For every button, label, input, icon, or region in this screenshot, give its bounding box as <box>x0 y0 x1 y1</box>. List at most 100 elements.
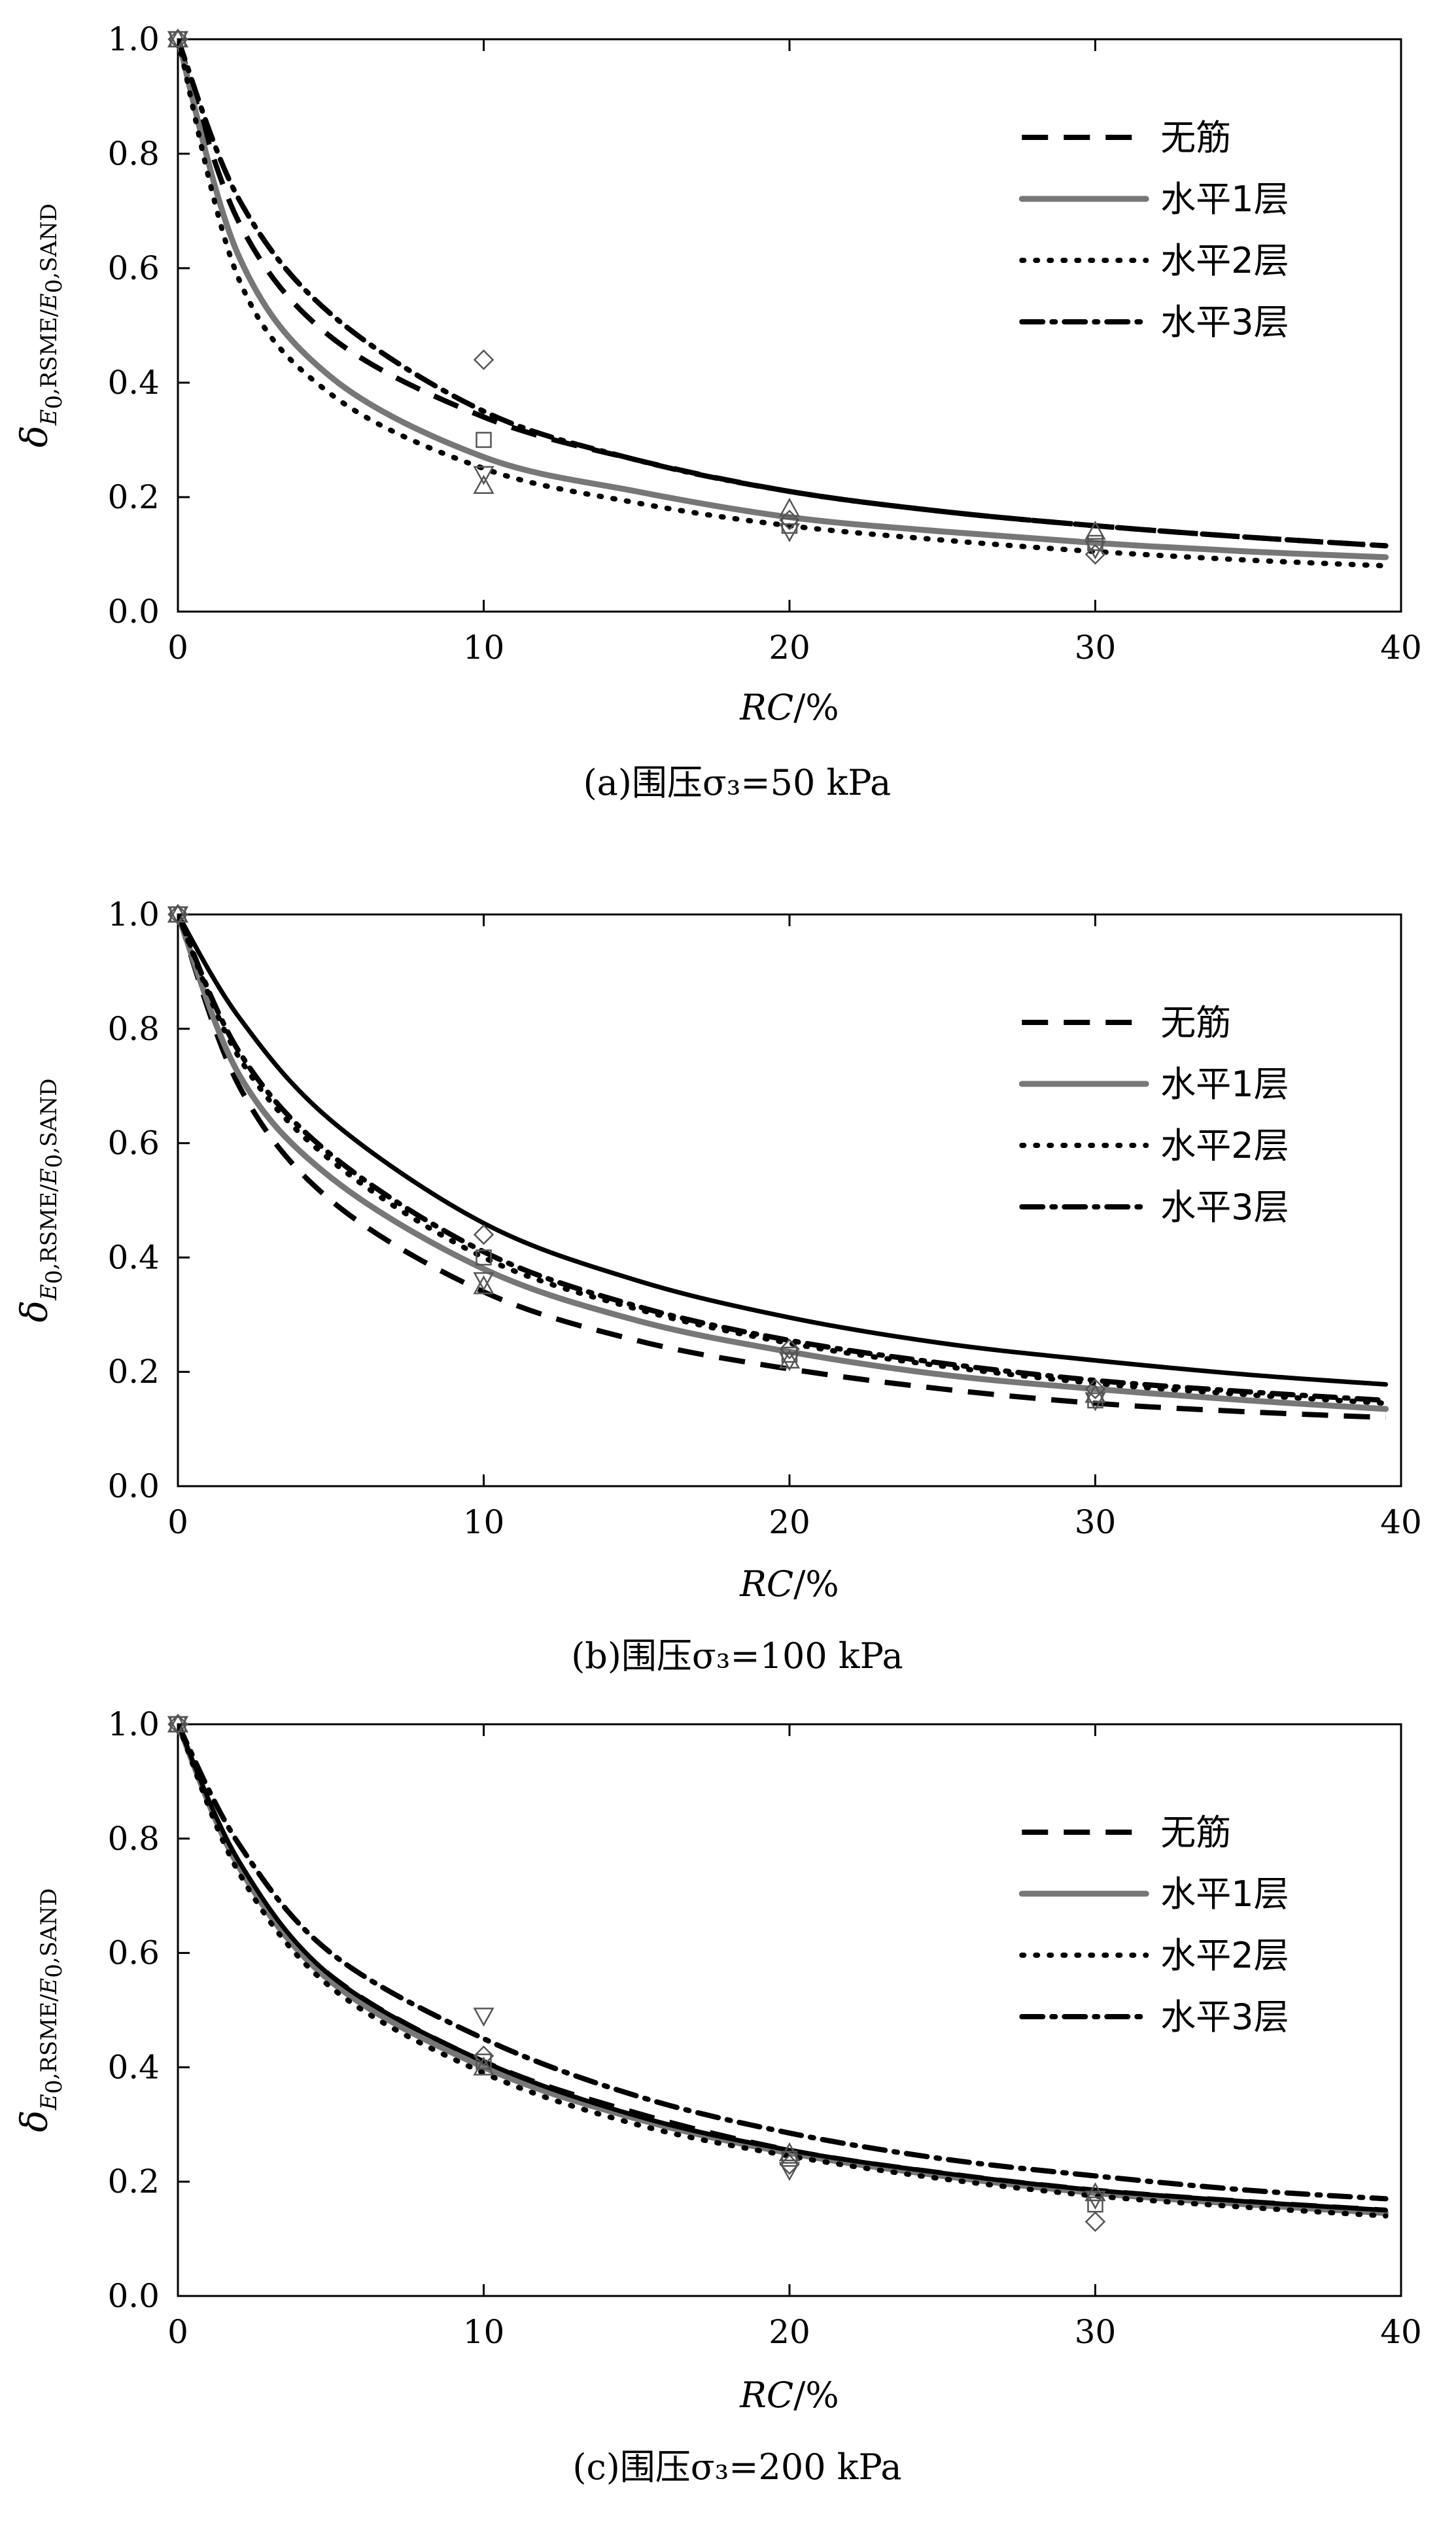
y-tick-label: 0.6 <box>107 1124 160 1162</box>
y-tick-label: 1.0 <box>107 1705 160 1743</box>
marker-diamond <box>779 1338 800 1360</box>
series-line-3 <box>178 39 1389 568</box>
x-tick-label: 20 <box>769 1503 810 1541</box>
marker-triangle-up <box>167 28 189 48</box>
y-tick-label: 1.0 <box>107 895 160 933</box>
series-line-1 <box>178 39 1386 549</box>
marker-triangle-down <box>473 2008 494 2027</box>
x-tick-label: 10 <box>463 1503 505 1541</box>
x-tick-label: 10 <box>463 629 505 667</box>
x-axis-label: RC/% <box>739 2374 839 2416</box>
marker-triangle-up <box>778 1349 801 1369</box>
chart-panel-3: 0 10 20 30 40 0.0 0.2 0.4 0.6 0.8 1.0 RC/% δE0,RSME/… <box>14 1705 1422 2488</box>
series-line-2 <box>178 914 1389 1412</box>
x-tick-label: 40 <box>1380 1503 1422 1541</box>
y-tick-label: 0.8 <box>107 1010 160 1048</box>
x-tick-label: 20 <box>769 2313 810 2351</box>
marker-diamond <box>473 1224 494 1245</box>
series-line-4 <box>178 39 1389 549</box>
y-tick-label: 0.4 <box>107 1238 160 1276</box>
marker-diamond <box>1084 544 1106 565</box>
series-line-2 <box>178 1724 1389 2216</box>
marker-triangle-down <box>778 1352 801 1372</box>
y-tick-label: 0.0 <box>107 2277 160 2315</box>
y-tick-label: 0.8 <box>107 135 160 173</box>
legend-label-2: 水平1层 <box>1160 1064 1289 1105</box>
marker-triangle-up <box>167 1713 189 1733</box>
legend-label-3: 水平2层 <box>1160 1935 1289 1976</box>
y-tick-label: 0.4 <box>107 2048 160 2086</box>
y-tick-label: 0.6 <box>107 1934 160 1972</box>
legend-label-1: 无筋 <box>1160 1812 1231 1853</box>
y-tick-label: 0.2 <box>107 2163 160 2200</box>
y-tick-label: 0.0 <box>107 1467 160 1505</box>
legend-label-2: 水平1层 <box>1160 179 1289 220</box>
y-tick-label: 0.4 <box>107 364 160 402</box>
marker-triangle-up <box>473 1275 494 1295</box>
y-tick-label: 0.0 <box>107 593 160 631</box>
y-tick-label: 0.8 <box>107 1820 160 1858</box>
marker-diamond <box>1084 1378 1106 1400</box>
marker-triangle-down <box>473 466 494 485</box>
legend-label-4: 水平3层 <box>1160 1187 1289 1228</box>
x-tick-label: 40 <box>1380 2313 1422 2351</box>
marker-triangle-down <box>473 1272 494 1291</box>
series-line-4 <box>178 1724 1389 2202</box>
x-tick-label: 40 <box>1380 629 1422 667</box>
x-axis-label: RC/% <box>739 1563 839 1605</box>
x-tick-label: 0 <box>167 1503 188 1541</box>
panel-caption: (a)围压σ₃=50 kPa <box>583 762 892 803</box>
marker-square <box>476 1249 492 1266</box>
legend-label-4: 水平3层 <box>1160 1996 1289 2038</box>
x-tick-label: 0 <box>167 2313 188 2351</box>
legend-label-2: 水平1层 <box>1160 1873 1289 1915</box>
marker-triangle-up <box>473 2056 494 2076</box>
x-tick-label: 30 <box>1075 1503 1117 1541</box>
marker-triangle-up <box>778 2142 801 2161</box>
panel-caption: (b)围压σ₃=100 kPa <box>571 1635 903 1677</box>
x-tick-label: 10 <box>463 2313 505 2351</box>
chart-panel-1: 0 10 20 30 40 0.0 0.2 0.4 0.6 0.8 1.0 RC/% δE0,RSME/… <box>14 20 1422 803</box>
series-line-5 <box>178 1724 1389 2213</box>
series-line-2 <box>178 39 1389 561</box>
marker-diamond <box>779 510 800 530</box>
x-tick-label: 30 <box>1075 2313 1117 2351</box>
legend-label-1: 无筋 <box>1160 117 1231 158</box>
marker-diamond <box>473 349 494 370</box>
marker-square <box>1087 2196 1103 2213</box>
series-line-3 <box>178 1724 1389 2219</box>
series-line-5 <box>178 914 1389 1387</box>
y-tick-label: 0.6 <box>107 249 160 287</box>
series-line-1 <box>178 914 1386 1421</box>
x-tick-label: 30 <box>1075 629 1117 667</box>
marker-square <box>781 2150 798 2167</box>
y-axis-label: δE0,RSME/E0,SAND <box>14 203 67 447</box>
y-tick-label: 1.0 <box>107 20 160 58</box>
x-tick-label: 0 <box>167 629 188 667</box>
marker-triangle-up <box>167 903 189 923</box>
marker-triangle-down <box>1084 2190 1106 2210</box>
marker-triangle-down <box>1084 540 1106 560</box>
marker-triangle-down <box>1084 1392 1106 1412</box>
y-tick-label: 0.2 <box>107 1353 160 1391</box>
x-axis-label: RC/% <box>739 687 839 728</box>
marker-diamond <box>473 2045 494 2066</box>
marker-triangle-down <box>167 1716 189 1735</box>
legend-label-3: 水平2层 <box>1160 1125 1289 1166</box>
legend-label-1: 无筋 <box>1160 1002 1231 1043</box>
marker-square <box>476 2053 492 2070</box>
marker-triangle-up <box>1084 520 1106 540</box>
marker-triangle-down <box>167 906 189 926</box>
marker-triangle-up <box>473 474 494 494</box>
legend-label-3: 水平2层 <box>1160 240 1289 281</box>
marker-triangle-down <box>167 31 189 50</box>
marker-square <box>781 1346 798 1363</box>
marker-square <box>476 432 492 448</box>
y-axis-label: δE0,RSME/E0,SAND <box>14 1078 67 1322</box>
marker-triangle-up <box>778 497 801 517</box>
legend-label-4: 水平3层 <box>1160 302 1289 343</box>
y-axis-label: δE0,RSME/E0,SAND <box>14 1888 67 2132</box>
